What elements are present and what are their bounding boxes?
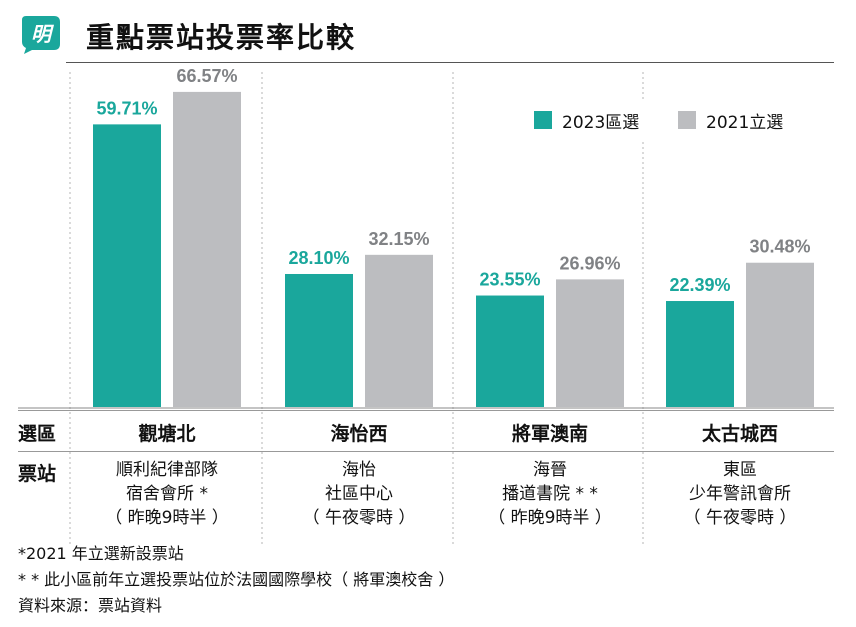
data-label: 23.55% bbox=[479, 270, 540, 290]
legend-label-2021: 2021立選 bbox=[706, 112, 784, 133]
footnote-1: *2021 年立選新設票站 bbox=[18, 544, 184, 563]
station-name: 東區 少年警訊會所 （ 午夜零時 ） bbox=[683, 460, 797, 528]
legend-item-2023: 2023區選 bbox=[534, 108, 640, 133]
table-top-rule bbox=[18, 410, 834, 411]
station-name: 順利紀律部隊 宿舍會所 * （ 昨晚9時半 ） bbox=[105, 460, 229, 528]
data-label: 22.39% bbox=[669, 275, 730, 295]
row-label-station: 票站 bbox=[18, 463, 57, 485]
data-label: 59.71% bbox=[96, 98, 157, 118]
station-name: 海晉 播道書院 * * （ 昨晚9時半 ） bbox=[488, 460, 612, 528]
source-note: 資料來源：票站資料 bbox=[18, 596, 163, 615]
bar-2023 bbox=[476, 295, 544, 407]
data-label: 28.10% bbox=[288, 248, 349, 268]
data-label: 66.57% bbox=[176, 66, 237, 86]
bar-2021 bbox=[173, 91, 241, 407]
category-label: 觀塘北 bbox=[138, 423, 196, 445]
legend-item-2021: 2021立選 bbox=[678, 108, 784, 133]
footnote-2: * * 此小區前年立選投票站位於法國國際學校（ 將軍澳校舍 ） bbox=[18, 570, 455, 589]
footnotes: *2021 年立選新設票站 * * 此小區前年立選投票站位於法國國際學校（ 將軍… bbox=[18, 541, 454, 619]
legend: 2023區選 2021立選 bbox=[520, 100, 816, 140]
category-label: 將軍澳南 bbox=[511, 423, 588, 445]
data-label: 32.15% bbox=[368, 229, 429, 249]
category-label: 海怡西 bbox=[330, 423, 388, 445]
mingpao-logo: 明 bbox=[22, 16, 60, 54]
legend-swatch-2023 bbox=[534, 111, 552, 129]
category-label: 太古城西 bbox=[701, 423, 778, 445]
data-label: 30.48% bbox=[749, 237, 810, 257]
title-divider bbox=[66, 62, 834, 63]
bar-2023 bbox=[666, 301, 734, 407]
table-mid-rule bbox=[18, 451, 834, 452]
legend-label-2023: 2023區選 bbox=[562, 112, 640, 133]
bar-2021 bbox=[556, 279, 624, 407]
row-label-district: 選區 bbox=[18, 423, 57, 445]
chart-title: 重點票站投票率比較 bbox=[86, 21, 357, 54]
bar-2021 bbox=[365, 254, 433, 407]
data-label: 26.96% bbox=[559, 253, 620, 273]
bar-2021 bbox=[746, 262, 814, 407]
bar-2023 bbox=[93, 124, 161, 407]
legend-swatch-2021 bbox=[678, 111, 696, 129]
station-name: 海怡 社區中心 （ 午夜零時 ） bbox=[302, 460, 416, 528]
bar-2023 bbox=[285, 273, 353, 407]
